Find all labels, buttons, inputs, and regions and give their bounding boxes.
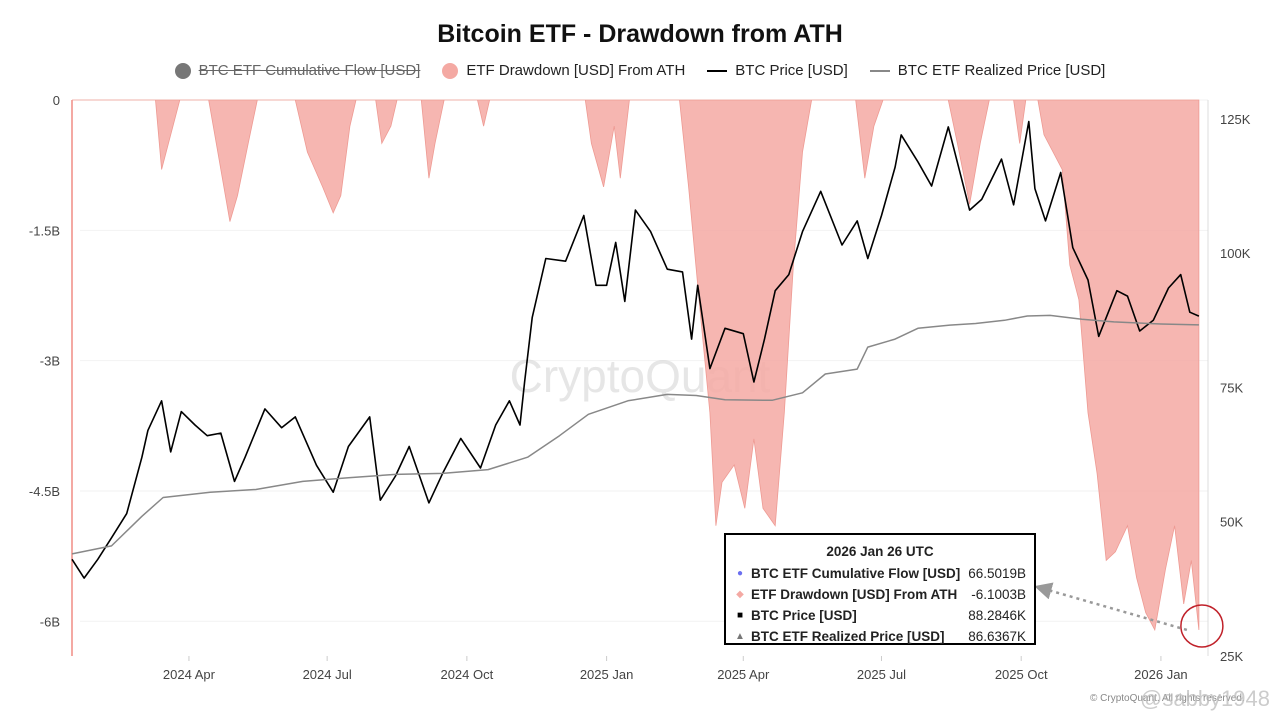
x-tick-label: 2024 Oct xyxy=(440,667,493,682)
y-left-tick-label: -6B xyxy=(40,614,60,629)
series-etf-drawdown-area xyxy=(72,99,1200,632)
tooltip-series-icon: ◆ xyxy=(736,589,744,600)
tooltip-row: ◆ ETF Drawdown [USD] From ATH -6.1003B xyxy=(726,584,1034,605)
legend-line-icon xyxy=(869,69,890,72)
y-right-tick-label: 25K xyxy=(1220,649,1243,664)
legend-label: ETF Drawdown [USD] From ATH xyxy=(466,62,686,79)
legend-item-1[interactable]: ETF Drawdown [USD] From ATH xyxy=(442,62,685,79)
tooltip-row: ■ BTC Price [USD] 88.2846K xyxy=(726,605,1034,626)
tooltip-value: -6.1003B xyxy=(971,587,1026,602)
legend-label: BTC Price [USD] xyxy=(735,62,848,79)
y-left-tick-label: -1.5B xyxy=(29,223,60,238)
legend-label: BTC ETF Realized Price [USD] xyxy=(897,62,1106,79)
copyright-text: © CryptoQuant. All rights reserved. xyxy=(1090,693,1245,704)
y-right-tick-label: 50K xyxy=(1220,515,1243,530)
x-tick-label: 2025 Apr xyxy=(717,667,770,682)
legend-dot-icon xyxy=(442,62,459,79)
tooltip-row: ● BTC ETF Cumulative Flow [USD] 66.5019B xyxy=(726,563,1034,584)
series-realized-price-line xyxy=(71,314,1199,555)
credit-watermark: @sabby1948 xyxy=(1140,686,1270,711)
annotation-arrow xyxy=(1034,582,1188,632)
x-tick-label: 2024 Jul xyxy=(303,667,352,682)
tooltip-value: 66.5019B xyxy=(968,566,1026,581)
chart-legend: BTC ETF Cumulative Flow [USD] ETF Drawdow… xyxy=(0,62,1280,79)
x-tick-label: 2025 Jan xyxy=(580,667,634,682)
x-tick-label: 2026 Jan xyxy=(1134,667,1188,682)
tooltip-label: ETF Drawdown [USD] From ATH xyxy=(751,587,958,602)
tooltip-value: 86.6367K xyxy=(968,629,1026,644)
y-left-tick-label: -3B xyxy=(40,354,60,369)
y-right-tick-label: 75K xyxy=(1220,380,1243,395)
tooltip-label: BTC Price [USD] xyxy=(751,608,857,623)
y-left-tick-label: -4.5B xyxy=(29,484,60,499)
tooltip-row: ▲ BTC ETF Realized Price [USD] 86.6367K xyxy=(726,626,1034,647)
y-right-tick-label: 100K xyxy=(1220,246,1251,261)
legend-item-0[interactable]: BTC ETF Cumulative Flow [USD] xyxy=(174,62,421,79)
highlight-circle xyxy=(1180,604,1224,648)
x-tick-label: 2024 Apr xyxy=(163,667,216,682)
tooltip-series-icon: ▲ xyxy=(735,631,745,642)
x-tick-label: 2025 Oct xyxy=(995,667,1048,682)
chart-title: Bitcoin ETF - Drawdown from ATH xyxy=(437,20,843,48)
x-tick-label: 2025 Jul xyxy=(857,667,906,682)
tooltip-series-icon: ● xyxy=(736,568,744,579)
legend-dot-icon xyxy=(174,62,191,79)
legend-item-2[interactable]: BTC Price [USD] xyxy=(707,62,848,79)
tooltip-label: BTC ETF Realized Price [USD] xyxy=(751,629,945,644)
legend-item-3[interactable]: BTC ETF Realized Price [USD] xyxy=(869,62,1106,79)
legend-line-icon xyxy=(707,69,728,72)
y-right-tick-label: 125K xyxy=(1220,112,1251,127)
tooltip-label: BTC ETF Cumulative Flow [USD] xyxy=(751,566,961,581)
tooltip-value: 88.2846K xyxy=(968,608,1026,623)
data-tooltip: 2026 Jan 26 UTC ● BTC ETF Cumulative Flow… xyxy=(724,533,1036,645)
y-left-tick-label: 0 xyxy=(53,93,60,108)
series-btc-price-line xyxy=(71,120,1200,579)
tooltip-date: 2026 Jan 26 UTC xyxy=(826,544,934,559)
legend-label: BTC ETF Cumulative Flow [USD] xyxy=(198,62,421,79)
tooltip-series-icon: ■ xyxy=(736,610,744,621)
